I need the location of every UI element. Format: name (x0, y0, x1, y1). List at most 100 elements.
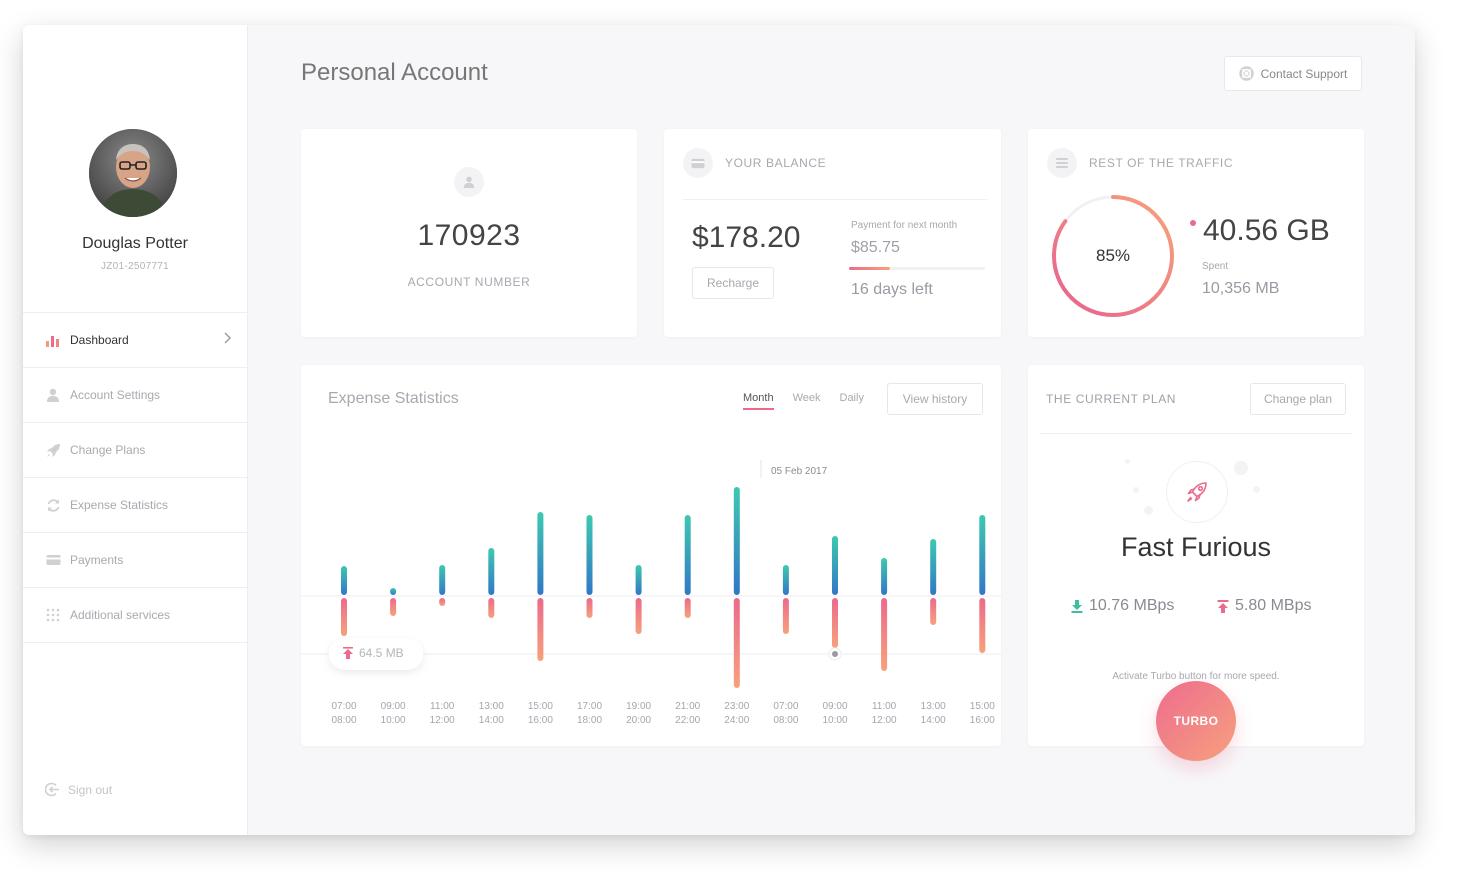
upload-speed-value: 5.80 MBps (1235, 597, 1312, 614)
bar-down[interactable] (782, 598, 789, 634)
lifebuoy-icon (1238, 66, 1254, 81)
bar-up[interactable] (733, 487, 740, 595)
contact-support-label: Contact Support (1260, 66, 1348, 81)
x-tick-start: 19:00 (626, 701, 652, 712)
bar-down[interactable] (341, 598, 347, 636)
x-tick-start: 07:00 (331, 701, 357, 712)
bar-up[interactable] (537, 512, 544, 595)
view-history-button[interactable]: View history (887, 383, 983, 415)
payment-progress-track (849, 267, 985, 270)
expense-statistics-card (301, 365, 1001, 746)
plan-title: THE CURRENT PLAN (1046, 392, 1177, 406)
bar-up[interactable] (488, 548, 495, 595)
bar-down[interactable] (439, 598, 446, 606)
bar-up[interactable] (930, 539, 937, 595)
traffic-card-header: REST OF THE TRAFFIC (1047, 148, 1233, 178)
x-tick-start: 09:00 (380, 701, 406, 712)
bar-up[interactable] (586, 515, 593, 595)
traffic-title: REST OF THE TRAFFIC (1089, 156, 1234, 170)
expense-statistics-title: Expense Statistics (328, 390, 459, 407)
x-tick-end: 10:00 (822, 715, 848, 726)
sidebar-item-change-plans[interactable]: Change Plans (23, 423, 247, 478)
x-tick-label: 23:00 24:00 (717, 700, 757, 728)
recharge-button[interactable]: Recharge (692, 267, 774, 299)
bar-down[interactable] (979, 598, 986, 653)
x-tick-start: 17:00 (576, 701, 603, 712)
x-tick-label: 13:00 14:00 (471, 700, 511, 728)
list-icon (1047, 148, 1077, 178)
x-tick-start: 21:00 (675, 701, 701, 712)
upload-arrow-icon (343, 647, 353, 659)
tab-month[interactable]: Month (743, 392, 774, 410)
bar-up[interactable] (979, 515, 986, 595)
bar-down[interactable] (881, 598, 888, 671)
sidebar-item-payments[interactable]: Payments (23, 533, 247, 588)
bar-chart-icon (45, 332, 61, 348)
decor-dot (1144, 506, 1153, 515)
account-number-value: 170923 (417, 219, 521, 252)
tab-daily[interactable]: Daily (839, 392, 864, 404)
account-number-card: 170923 ACCOUNT NUMBER (301, 129, 637, 337)
sidebar-item-label: Change Plans (70, 443, 146, 457)
sidebar-item-additional-services[interactable]: Additional services (23, 588, 247, 643)
change-plan-button[interactable]: Change plan (1250, 383, 1346, 415)
turbo-note: Activate Turbo button for more speed. (1112, 671, 1280, 682)
bar-up[interactable] (684, 515, 691, 595)
x-tick-start: 07:00 (773, 701, 799, 712)
sidebar-item-expense-statistics[interactable]: Expense Statistics (23, 478, 247, 533)
x-tick-label: 17:00 18:00 (570, 700, 610, 728)
x-tick-end: 12:00 (429, 715, 455, 726)
x-tick-label: 15:00 16:00 (520, 700, 560, 728)
x-tick-start: 13:00 (478, 701, 504, 712)
avatar[interactable] (89, 129, 177, 217)
bar-up[interactable] (832, 536, 838, 595)
bar-up[interactable] (881, 558, 888, 595)
sidebar-item-account-settings[interactable]: Account Settings (23, 368, 247, 423)
sidebar-nav: Dashboard Account Settings Change Plans (23, 312, 247, 643)
bar-down[interactable] (733, 598, 740, 688)
x-tick-label: 09:00 10:00 (815, 700, 855, 728)
sidebar-item-dashboard[interactable]: Dashboard (23, 313, 247, 368)
x-tick-label: 19:00 20:00 (619, 700, 659, 728)
sidebar-item-label: Account Settings (70, 388, 161, 402)
chart-bars (341, 487, 986, 688)
download-speed-value: 10.76 MBps (1089, 597, 1175, 614)
traffic-donut (1052, 195, 1174, 317)
page-title: Personal Account (301, 59, 488, 86)
bar-up[interactable] (390, 588, 397, 595)
wallet-icon (683, 148, 713, 178)
contact-support-button[interactable]: Contact Support (1224, 56, 1362, 91)
sidebar-item-label: Payments (70, 553, 124, 567)
turbo-button[interactable]: TURBO (1156, 681, 1236, 761)
bar-down[interactable] (586, 598, 593, 618)
expense-chart: 05 Feb 2017 64.5 MB (301, 460, 1001, 688)
donut-arc (1052, 195, 1174, 317)
x-tick-label: 21:00 22:00 (668, 700, 708, 728)
traffic-card: REST OF THE TRAFFIC 85% 40.56 GB Spent 1… (1028, 129, 1364, 337)
balance-amount: $178.20 (692, 221, 801, 254)
bar-down[interactable] (537, 598, 544, 661)
tooltip (329, 638, 423, 670)
plan-name: Fast Furious (1120, 532, 1272, 562)
tab-week[interactable]: Week (792, 392, 821, 404)
sign-out-link[interactable]: Sign out (45, 782, 112, 797)
bar-up[interactable] (782, 565, 789, 595)
x-tick-start: 15:00 (527, 701, 553, 712)
x-tick-label: 13:00 14:00 (913, 700, 953, 728)
bar-up[interactable] (439, 565, 446, 595)
bar-down[interactable] (390, 598, 397, 616)
bar-down[interactable] (930, 598, 937, 625)
next-payment-label: Payment for next month (851, 220, 958, 231)
bar-down[interactable] (832, 598, 838, 648)
x-tick-label: 11:00 12:00 (864, 700, 904, 728)
bar-up[interactable] (635, 565, 642, 595)
x-tick-start: 11:00 (430, 701, 455, 712)
next-payment-amount: $85.75 (851, 239, 900, 256)
sidebar: Douglas Potter JZ01-2507771 Dashboard (23, 25, 248, 835)
bar-up[interactable] (341, 566, 347, 595)
x-tick-end: 08:00 (331, 715, 357, 726)
bar-down[interactable] (488, 598, 495, 618)
sidebar-item-label: Expense Statistics (70, 498, 169, 512)
bar-down[interactable] (684, 598, 691, 618)
bar-down[interactable] (635, 598, 642, 634)
